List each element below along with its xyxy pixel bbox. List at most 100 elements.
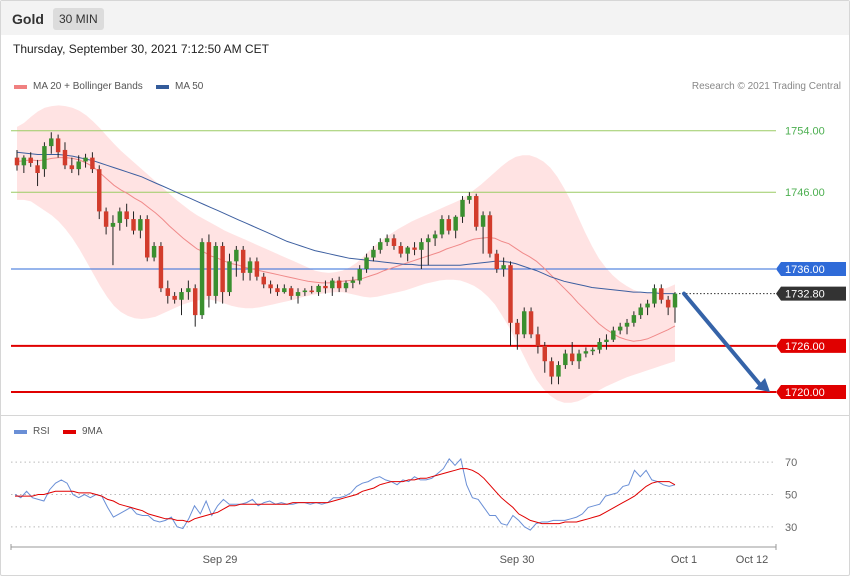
candle-body: [659, 288, 664, 300]
level-tag-1726.00: [776, 338, 846, 353]
level-tag-1736.00: [776, 262, 846, 277]
x-label-oct-1: Oct 1: [671, 554, 697, 566]
candle-body: [145, 219, 150, 258]
candle-body: [138, 219, 143, 231]
candle-body: [69, 165, 75, 170]
level-label-1754.00: 1754.00: [785, 126, 825, 138]
candle-body: [563, 353, 568, 366]
candle-body: [323, 285, 328, 289]
candle-body: [487, 215, 493, 254]
x-label-sep-29: Sep 29: [203, 554, 238, 566]
panel-separator: [1, 415, 849, 416]
candle-body: [62, 149, 68, 166]
ma50-swatch: [156, 84, 169, 89]
candle-body: [76, 161, 81, 170]
candle-body: [467, 196, 472, 200]
interval-badge[interactable]: 30 MIN: [53, 8, 104, 30]
legend-rsi: RSI: [14, 426, 50, 437]
candle-body: [234, 249, 239, 262]
candle-body: [343, 282, 349, 289]
candle-body: [261, 276, 266, 285]
level-label-1746.00: 1746.00: [785, 187, 825, 199]
candle-body: [576, 353, 582, 362]
candle-body: [549, 361, 554, 377]
research-credit: Research © 2021 Trading Central: [691, 81, 841, 92]
candle-body: [405, 247, 410, 254]
candle-body: [378, 242, 383, 250]
rsi-tick-30: 30: [785, 522, 797, 534]
level-label-1726.00: 1726.00: [785, 341, 825, 353]
candle-body: [199, 242, 205, 316]
legend-9ma: 9MA: [63, 426, 103, 437]
candle-body: [426, 238, 431, 243]
rsi-ma9-line: [15, 468, 676, 525]
forecast-arrow-shaft: [682, 291, 764, 389]
legend-ma20: MA 20 + Bollinger Bands: [14, 81, 143, 92]
candle-body: [446, 219, 452, 231]
candle-body: [542, 345, 547, 362]
candle-body: [21, 157, 27, 166]
ma20-swatch: [14, 84, 27, 89]
level-label-1732.80: 1732.80: [785, 289, 825, 301]
candle-body: [604, 339, 609, 343]
candle-body: [398, 245, 404, 254]
candle-body: [179, 292, 184, 300]
candle-body: [528, 311, 534, 335]
candle-body: [330, 280, 335, 289]
rsi-line: [14, 457, 676, 531]
candle-body: [521, 311, 527, 335]
candle-body: [14, 157, 20, 166]
candle-body: [494, 253, 500, 270]
candle-body: [350, 280, 356, 283]
candle-body: [590, 349, 595, 352]
candle-body: [384, 238, 390, 243]
candle-body: [268, 284, 273, 289]
bollinger-band: [17, 105, 675, 403]
candle-body: [672, 293, 678, 308]
candle-body: [583, 351, 589, 354]
candle-body: [611, 330, 616, 340]
candle-body: [617, 326, 623, 331]
level-tag-1720.00: [776, 384, 846, 399]
candle-body: [151, 245, 157, 258]
chart-header: Gold 30 MIN: [1, 1, 849, 35]
candle-body: [42, 146, 47, 170]
candle-body: [432, 234, 438, 239]
candle-body: [35, 165, 40, 173]
candle-body: [110, 222, 116, 227]
candle-body: [556, 365, 561, 377]
candle-body: [220, 245, 225, 293]
candle-body: [282, 288, 287, 293]
candle-body: [275, 288, 280, 293]
level-tag-1732.80: [776, 286, 846, 301]
candle-body: [357, 269, 362, 281]
candle-body: [631, 315, 637, 323]
candle-body: [227, 261, 232, 293]
candle-body: [247, 261, 253, 273]
candle-body: [364, 257, 369, 270]
candle-body: [131, 219, 136, 231]
candle-body: [295, 292, 301, 296]
legend-ma20-label: MA 20 + Bollinger Bands: [33, 81, 143, 92]
candle-body: [419, 242, 424, 250]
candle-body: [97, 169, 102, 212]
legend-rsi-label: RSI: [33, 426, 50, 437]
candle-body: [371, 249, 376, 258]
candle-body: [55, 138, 61, 153]
candle-body: [192, 288, 198, 316]
candle-body: [412, 247, 417, 250]
ma9-swatch: [63, 429, 76, 434]
candle-body: [535, 334, 541, 346]
candle-body: [316, 285, 321, 293]
candle-body: [83, 157, 88, 162]
candle-body: [638, 307, 643, 316]
timestamp: Thursday, September 30, 2021 7:12:50 AM …: [13, 42, 269, 56]
candle-body: [206, 242, 212, 296]
candle-body: [391, 238, 397, 246]
candle-body: [302, 290, 308, 293]
candle-body: [336, 280, 342, 289]
candle-body: [254, 261, 260, 277]
candle-body: [124, 211, 129, 220]
candle-body: [213, 245, 218, 296]
